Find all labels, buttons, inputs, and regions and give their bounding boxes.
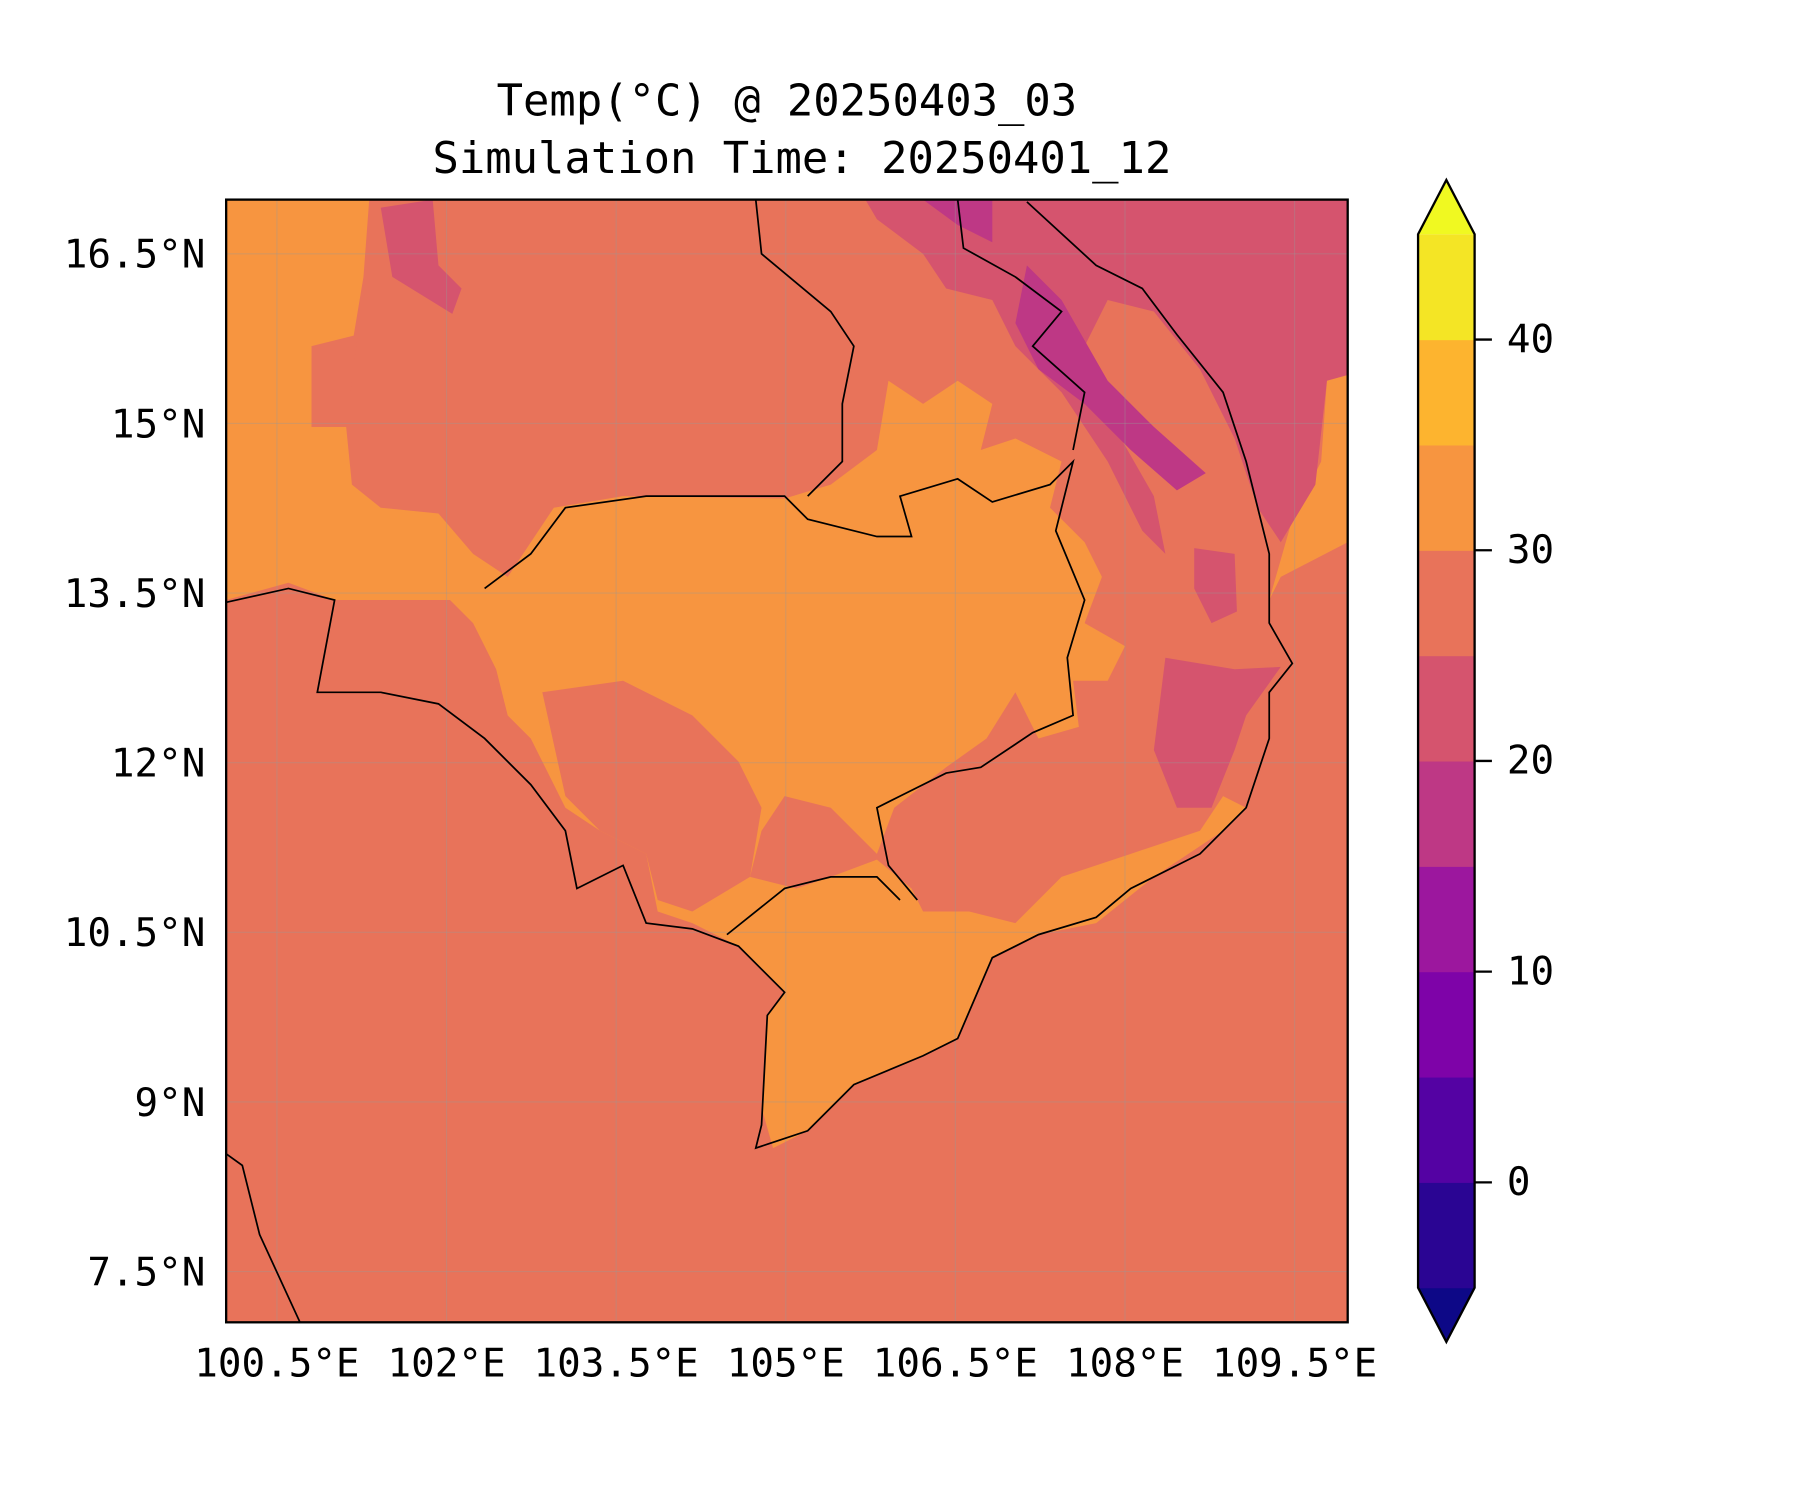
chart-title: Temp(°C) @ 20250403_03 [497, 75, 1078, 126]
y-axis-ticks: 16.5°N 15°N 13.5°N 12°N 10.5°N 9°N 7.5°N [64, 233, 206, 1296]
malaysia-coastline [226, 1153, 301, 1323]
colorbar-tick-label: 10 [1507, 949, 1554, 994]
mekong-border [754, 199, 855, 497]
x-tick-label: 103.5°E [534, 1342, 699, 1387]
band-15-20-north [923, 199, 993, 243]
coastline [226, 201, 1294, 1150]
colorbar-extend-low [1418, 1287, 1475, 1342]
colorbar-band [1418, 234, 1475, 341]
band-20-25-central-highlands [1194, 548, 1237, 624]
colorbar-outline [1416, 177, 1476, 1345]
colorbar-band [1418, 866, 1475, 973]
plot-frame [225, 198, 1349, 1324]
laos-vietnam-border [956, 199, 1086, 451]
colorbar-band [1418, 550, 1475, 657]
x-tick-label: 100.5°E [194, 1342, 359, 1387]
colorbar-extend-high [1418, 180, 1475, 235]
band-20-25-northeast [865, 199, 1348, 554]
x-tick-label: 105°E [727, 1342, 845, 1387]
cambodia-border [484, 458, 1086, 901]
x-axis-ticks: 100.5°E 102°E 103.5°E 105°E 106.5°E 108°… [194, 1342, 1377, 1387]
x-tick-label: 109.5°E [1212, 1342, 1377, 1387]
y-tick-label: 12°N [111, 742, 205, 787]
band-15-20-highlands [1015, 265, 1206, 491]
band-25-30-thai-patch [311, 334, 358, 427]
colorbar-band [1418, 444, 1475, 551]
band-30-35-east-coast [1269, 369, 1348, 600]
colorbar-tick-label: 40 [1507, 317, 1554, 362]
x-tick-label: 106.5°E [873, 1342, 1038, 1387]
y-tick-label: 9°N [135, 1081, 206, 1126]
band-25-30-cambodia-patch [542, 680, 762, 912]
y-tick-label: 16.5°N [64, 233, 206, 278]
y-tick-label: 7.5°N [87, 1250, 205, 1295]
band-20-25-northwest [380, 199, 462, 314]
y-tick-label: 15°N [111, 402, 205, 447]
cambodia-vietnam-border-south [726, 876, 901, 936]
x-tick-label: 102°E [388, 1342, 506, 1387]
chart-subtitle: Simulation Time: 20250401_12 [433, 133, 1172, 184]
y-tick-label: 10.5°N [64, 911, 206, 956]
coastlines-borders [226, 199, 1294, 1323]
colorbar: 0 10 20 30 40 [1416, 177, 1554, 1345]
band-30-35-mainland [226, 199, 1247, 1149]
y-tick-label: 13.5°N [64, 572, 206, 617]
gridlines [226, 199, 1348, 1323]
x-tick-label: 108°E [1066, 1342, 1184, 1387]
colorbar-band [1418, 1077, 1475, 1183]
colorbar-band [1418, 655, 1475, 762]
colorbar-tick-label: 20 [1507, 739, 1554, 784]
map-plot-area [226, 199, 1348, 1323]
colorbar-band [1418, 971, 1475, 1078]
colorbar-band [1418, 760, 1475, 867]
colorbar-band [1418, 1182, 1475, 1289]
band-20-25-southeast [1153, 657, 1281, 808]
colorbar-tick-label: 30 [1507, 528, 1554, 573]
colorbar-tick-label: 0 [1507, 1160, 1531, 1205]
colorbar-band [1418, 339, 1475, 446]
